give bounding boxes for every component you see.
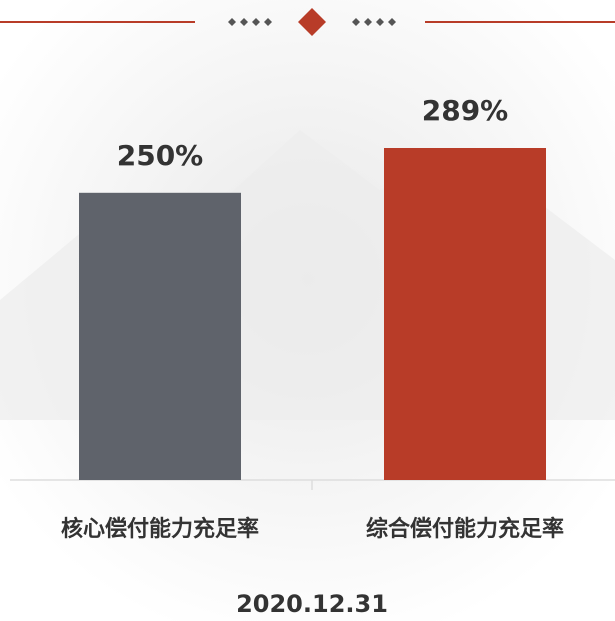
category-label: 综合偿付能力充足率: [366, 516, 564, 542]
header-decoration: [0, 8, 615, 36]
value-label: 250%: [117, 139, 204, 172]
bar: [384, 148, 546, 480]
category-label: 核心偿付能力充足率: [61, 516, 259, 542]
value-label: 289%: [422, 94, 509, 127]
bar: [79, 192, 241, 480]
date-label: 2020.12.31: [236, 590, 388, 618]
